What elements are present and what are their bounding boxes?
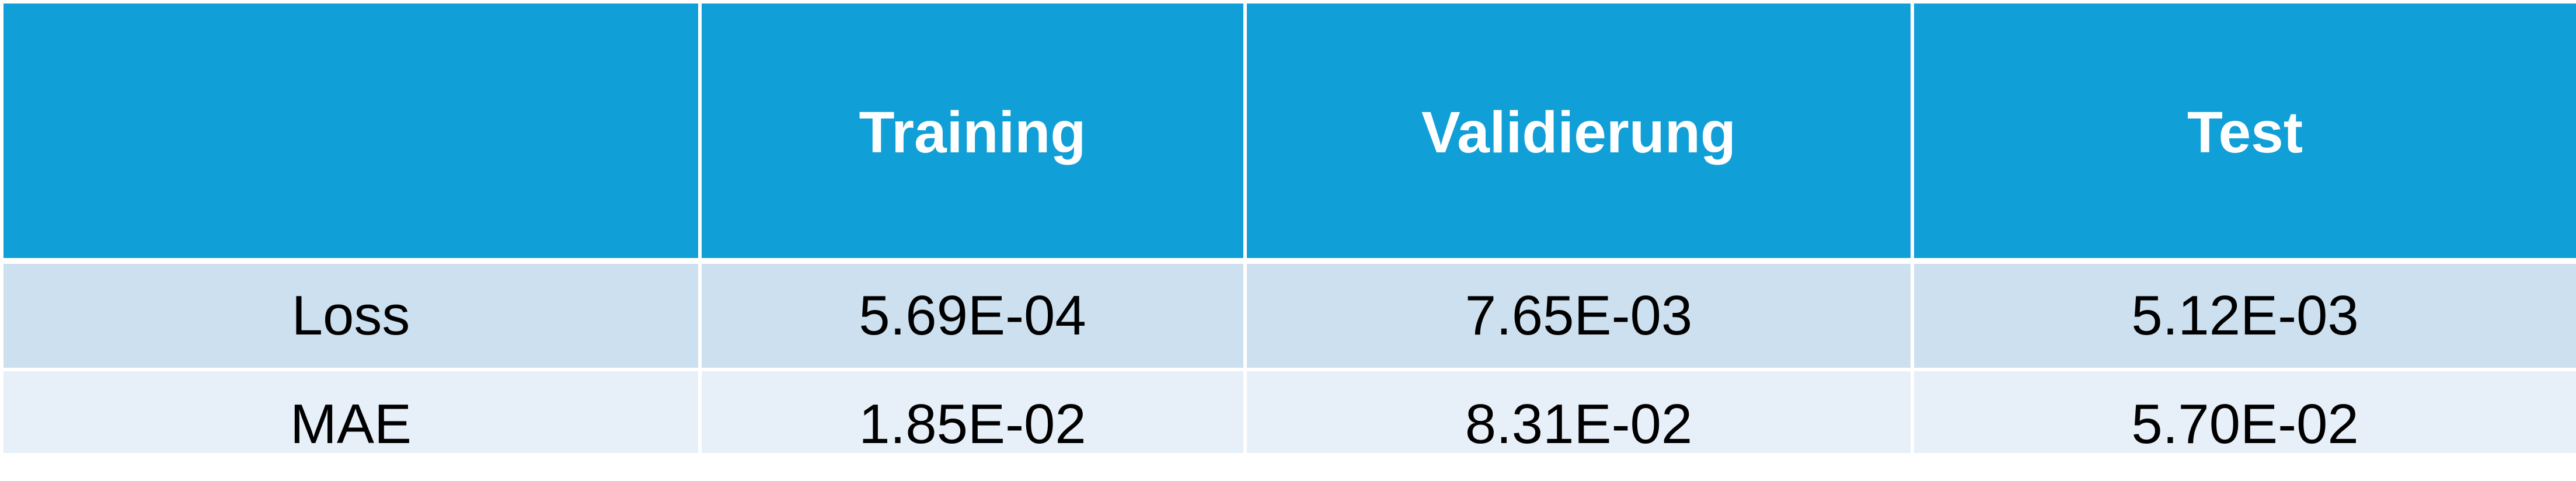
table-row-loss: Loss 5.69E-04 7.65E-03 5.12E-03 — [0, 259, 2576, 371]
cell-loss-test: 5.12E-03 — [1911, 259, 2576, 371]
header-row: Training Validierung Test — [0, 0, 2576, 264]
header-cell-validierung: Validierung — [1243, 0, 1914, 264]
cell-loss-validierung: 7.65E-03 — [1243, 259, 1914, 371]
header-cell-corner — [0, 0, 702, 264]
header-cell-test: Test — [1911, 0, 2576, 264]
table-body: Loss 5.69E-04 7.65E-03 5.12E-03 MAE 1.85… — [0, 259, 2576, 481]
row-label-loss: Loss — [0, 259, 702, 371]
header-cell-training: Training — [698, 0, 1247, 264]
table-header: Training Validierung Test — [0, 0, 2576, 264]
cell-loss-training: 5.69E-04 — [698, 259, 1247, 371]
bottom-whitespace — [0, 453, 2576, 481]
